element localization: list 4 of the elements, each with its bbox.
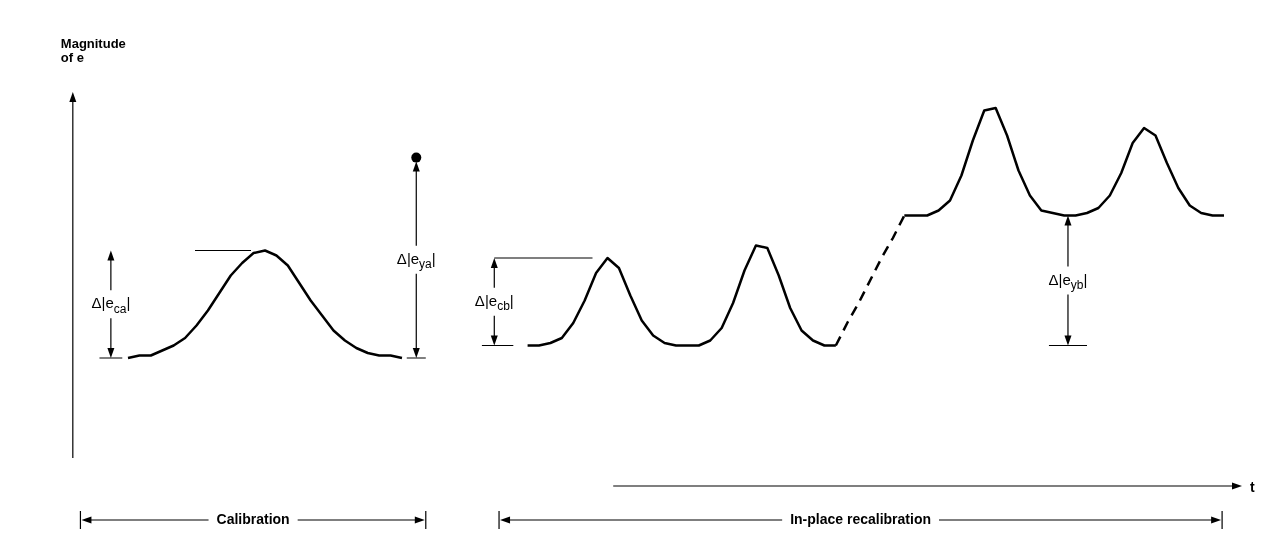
text: t (1250, 478, 1255, 495)
text: Calibration (216, 510, 290, 527)
y-axis-title: Magnitude of e (60, 36, 126, 65)
text: In-place recalibration (790, 510, 931, 527)
